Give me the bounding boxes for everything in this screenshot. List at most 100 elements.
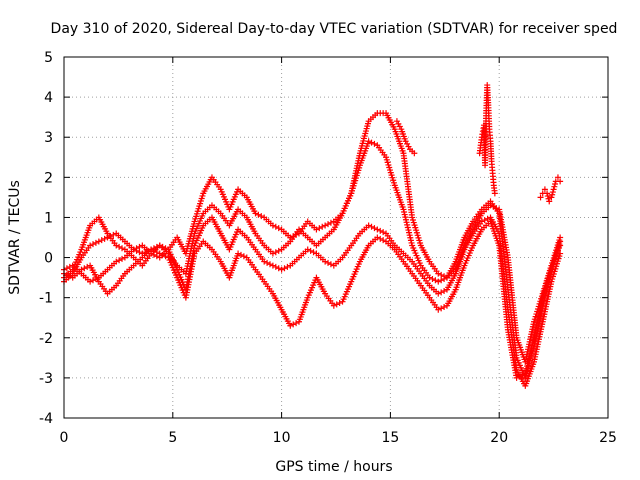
data-point bbox=[330, 302, 337, 309]
data-point bbox=[264, 259, 271, 266]
y-tick-label: -4 bbox=[39, 411, 53, 427]
data-point bbox=[258, 213, 265, 220]
data-point bbox=[90, 241, 97, 248]
data-point bbox=[275, 225, 282, 232]
data-point bbox=[548, 194, 555, 201]
y-tick-label: 3 bbox=[44, 130, 53, 146]
data-point bbox=[438, 305, 445, 312]
data-point bbox=[537, 194, 544, 201]
data-point bbox=[322, 222, 329, 229]
data-point bbox=[287, 322, 294, 329]
data-point bbox=[322, 258, 329, 265]
data-point bbox=[130, 246, 137, 253]
data-point bbox=[136, 243, 143, 250]
data-point bbox=[313, 226, 320, 233]
data-point bbox=[63, 265, 70, 272]
data-point bbox=[441, 287, 448, 294]
data-point bbox=[365, 138, 372, 145]
data-point bbox=[153, 243, 160, 250]
data-point bbox=[116, 243, 123, 250]
data-point bbox=[119, 245, 126, 252]
x-tick-label: 5 bbox=[168, 430, 177, 446]
data-point bbox=[290, 321, 297, 328]
data-point bbox=[371, 140, 378, 147]
y-axis-label: SDTVAR / TECUs bbox=[7, 180, 23, 295]
data-point bbox=[435, 290, 442, 297]
y-tick-label: -2 bbox=[39, 331, 53, 347]
data-point bbox=[491, 190, 498, 197]
series-track-a bbox=[61, 110, 564, 365]
x-tick-label: 20 bbox=[490, 430, 508, 446]
data-point bbox=[107, 233, 114, 240]
data-point bbox=[269, 222, 276, 229]
data-point bbox=[435, 270, 442, 277]
data-point bbox=[252, 210, 259, 217]
data-point bbox=[136, 249, 143, 256]
data-point bbox=[133, 245, 140, 252]
data-point bbox=[310, 249, 317, 256]
data-point bbox=[546, 198, 553, 205]
data-point bbox=[90, 277, 97, 284]
data-point bbox=[438, 277, 445, 284]
chart-title: Day 310 of 2020, Sidereal Day-to-day VTE… bbox=[51, 21, 618, 37]
data-point bbox=[307, 247, 314, 254]
data-point bbox=[544, 193, 551, 200]
y-tick-label: -1 bbox=[39, 291, 53, 307]
data-point bbox=[371, 225, 378, 232]
data-point bbox=[441, 275, 448, 282]
data-point bbox=[549, 189, 556, 196]
y-tick-label: 0 bbox=[44, 251, 53, 267]
y-tick-label: 1 bbox=[44, 210, 53, 226]
data-point bbox=[550, 186, 557, 193]
x-tick-labels: 0 5 10 15 20 25 bbox=[60, 430, 617, 446]
data-point bbox=[544, 190, 551, 197]
data-point bbox=[278, 266, 285, 273]
data-point bbox=[333, 301, 340, 308]
data-point bbox=[162, 245, 169, 252]
data-point bbox=[78, 266, 85, 273]
data-point bbox=[272, 249, 279, 256]
data-point bbox=[557, 178, 564, 185]
data-point bbox=[541, 186, 548, 193]
data-point bbox=[153, 249, 160, 256]
data-point bbox=[411, 150, 418, 157]
data-point bbox=[438, 271, 445, 278]
data-point bbox=[380, 237, 387, 244]
x-axis-label: GPS time / hours bbox=[275, 459, 392, 475]
data-point bbox=[435, 278, 442, 285]
data-point bbox=[84, 263, 91, 270]
x-tick-label: 0 bbox=[60, 430, 69, 446]
data-point bbox=[275, 247, 282, 254]
data-point bbox=[551, 183, 558, 190]
data-point bbox=[438, 289, 445, 296]
data-point bbox=[377, 227, 384, 234]
data-point bbox=[162, 253, 169, 260]
data-point bbox=[374, 226, 381, 233]
data-point bbox=[327, 261, 334, 268]
data-point bbox=[148, 246, 155, 253]
series-tail-near-16h bbox=[393, 118, 418, 157]
data-point bbox=[110, 231, 117, 238]
data-point bbox=[554, 174, 561, 181]
plot-frame bbox=[63, 56, 609, 419]
data-point bbox=[513, 374, 520, 381]
data-point bbox=[325, 221, 332, 228]
data-point bbox=[336, 300, 343, 307]
series-track-d bbox=[61, 218, 564, 381]
data-point bbox=[325, 259, 332, 266]
data-point bbox=[552, 181, 559, 188]
y-tick-label: 5 bbox=[44, 50, 53, 66]
data-point bbox=[237, 251, 244, 258]
data-point bbox=[519, 372, 526, 379]
data-point bbox=[368, 223, 375, 230]
data-point bbox=[484, 215, 491, 222]
data-point bbox=[557, 234, 564, 241]
data-points bbox=[61, 82, 564, 389]
data-point bbox=[95, 238, 102, 245]
data-point bbox=[429, 275, 436, 282]
data-point bbox=[104, 234, 111, 241]
data-point bbox=[116, 257, 123, 264]
data-point bbox=[316, 225, 323, 232]
data-point bbox=[87, 242, 94, 249]
data-point bbox=[284, 263, 291, 270]
